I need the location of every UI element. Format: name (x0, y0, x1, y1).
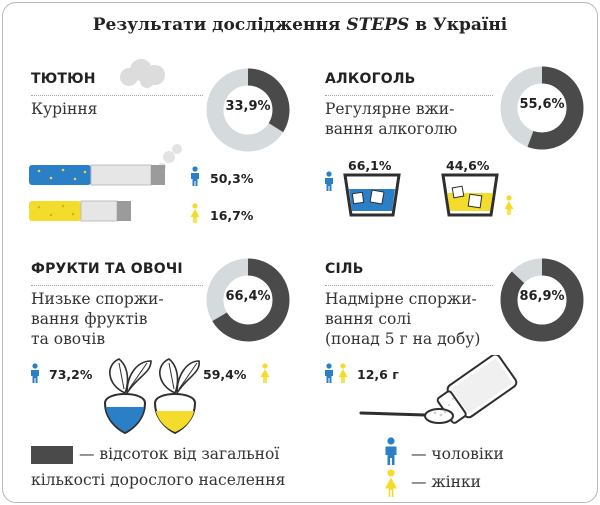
legend-share-text-2: кількості дорослого населення (31, 471, 286, 489)
woman-icon (260, 363, 270, 383)
legend-share-text-1: — відсоток від загальної (79, 445, 280, 463)
legend-women: — жінки (411, 473, 481, 491)
tobacco-heading: ТЮТЮН (31, 71, 96, 87)
alcohol-donut (500, 66, 584, 150)
cigarettes-illustration (29, 144, 182, 222)
man-icon (191, 166, 199, 186)
salt-donut (500, 258, 584, 342)
salt-divider (325, 285, 493, 286)
alcohol-women-pct: 44,6% (446, 158, 490, 173)
fruits-donut-label: 66,4% (225, 289, 271, 304)
alcohol-divider (325, 95, 493, 96)
salt-amount: 12,6 г (357, 367, 399, 382)
salt-donut-label: 86,9% (519, 289, 565, 304)
alcohol-heading: АЛКОГОЛЬ (325, 71, 416, 87)
man-legend-icon (385, 437, 397, 465)
tobacco-divider (31, 95, 203, 96)
tobacco-women-pct: 16,7% (210, 208, 254, 223)
tobacco-donut-label: 33,9% (225, 99, 271, 114)
fruits-description: Низьке споржи- вання фруктів та овочів (31, 290, 164, 348)
alcohol-men-pct: 66,1% (348, 158, 392, 173)
fruits-men-pct: 73,2% (49, 367, 93, 382)
tobacco-men-pct: 50,3% (210, 171, 254, 186)
alcohol-description: Регулярне вжи- вання алкоголю (325, 100, 458, 138)
blue-glass-icon (343, 173, 401, 217)
smoke-cloud-icon (120, 59, 165, 88)
title-suffix: в Україні (409, 15, 508, 35)
salt-heading: СІЛЬ (325, 261, 364, 277)
woman-icon (338, 363, 348, 383)
tobacco-description: Куріння (31, 100, 98, 118)
fruits-divider (31, 285, 203, 286)
yellow-glass-icon (441, 173, 499, 217)
page-title: Результати дослідження STEPS в Україні (3, 15, 597, 35)
salt-description: Надмірне споржи- вання солі (понад 5 г н… (325, 290, 481, 348)
woman-icon (190, 203, 200, 223)
alcohol-donut-label: 55,6% (519, 97, 565, 112)
legend-men: — чоловіки (411, 445, 504, 463)
fruits-heading: ФРУКТИ ТА ОВОЧІ (31, 261, 183, 277)
beets-illustration (103, 358, 200, 435)
fruits-women-pct: 59,4% (203, 367, 247, 382)
legend-share-swatch (31, 446, 73, 464)
man-icon (325, 363, 333, 383)
title-text: Результати дослідження (92, 15, 347, 35)
salt-shaker-spoon-illustration (359, 355, 518, 424)
fruits-donut (206, 258, 290, 342)
man-icon (325, 171, 333, 191)
woman-legend-icon (385, 469, 397, 497)
tobacco-donut (206, 68, 290, 152)
man-icon (31, 363, 39, 383)
woman-icon (504, 195, 514, 215)
title-italic: STEPS (346, 15, 410, 35)
